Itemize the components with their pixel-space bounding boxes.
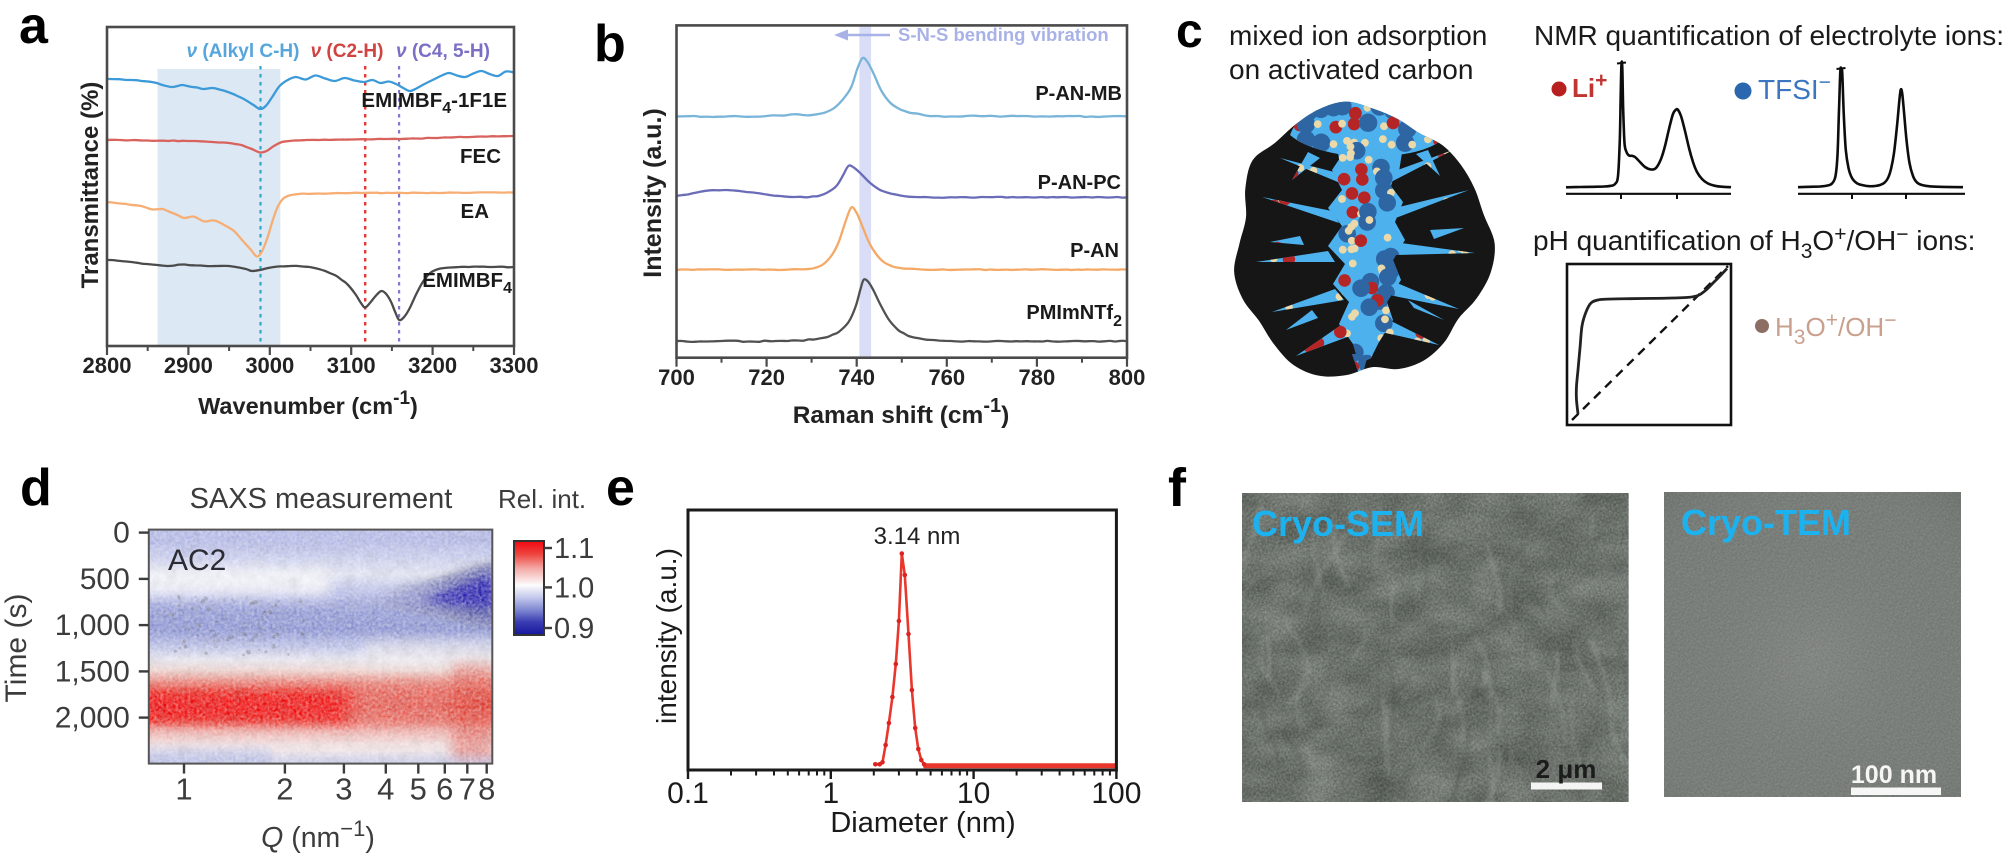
svg-text:3200: 3200: [408, 353, 457, 378]
svg-text:a: a: [19, 0, 49, 55]
svg-text:Cryo-TEM: Cryo-TEM: [1681, 502, 1851, 543]
svg-text:f: f: [1168, 458, 1187, 518]
svg-text:2900: 2900: [164, 353, 213, 378]
svg-text:intensity (a.u.): intensity (a.u.): [651, 548, 682, 724]
svg-text:Time (s): Time (s): [0, 594, 33, 703]
svg-text:0: 0: [113, 517, 130, 550]
svg-text:Rel. int.: Rel. int.: [498, 484, 586, 514]
svg-text:1: 1: [822, 777, 839, 810]
svg-text:Intensity (a.u.): Intensity (a.u.): [639, 108, 667, 277]
svg-text:740: 740: [838, 365, 875, 390]
svg-text:e: e: [606, 459, 635, 517]
svg-text:P-AN-PC: P-AN-PC: [1038, 172, 1121, 194]
svg-text:500: 500: [80, 563, 130, 596]
svg-text:on activated carbon: on activated carbon: [1229, 54, 1473, 85]
svg-text:2 μm: 2 μm: [1536, 754, 1597, 784]
svg-text:1.0: 1.0: [554, 572, 594, 604]
svg-text:P-AN: P-AN: [1070, 240, 1119, 262]
svg-text:720: 720: [748, 365, 785, 390]
svg-text:Diameter (nm): Diameter (nm): [830, 807, 1015, 839]
svg-text:7: 7: [459, 772, 476, 807]
svg-text:ν (C2-H): ν (C2-H): [311, 41, 384, 62]
svg-text:SAXS measurement: SAXS measurement: [190, 483, 453, 515]
svg-text:1.1: 1.1: [554, 533, 594, 565]
svg-text:c: c: [1176, 5, 1203, 58]
svg-text:100: 100: [1091, 777, 1141, 810]
svg-text:NMR quantification of electrol: NMR quantification of electrolyte ions:: [1534, 20, 2004, 51]
svg-text:Cryo-SEM: Cryo-SEM: [1252, 503, 1424, 544]
svg-text:3100: 3100: [327, 353, 376, 378]
svg-text:6: 6: [436, 772, 453, 807]
svg-text:3000: 3000: [245, 353, 294, 378]
svg-text:5: 5: [410, 772, 427, 807]
svg-text:b: b: [594, 15, 626, 73]
svg-text:ν (Alkyl C-H): ν (Alkyl C-H): [187, 41, 300, 62]
svg-text:S-N-S bending vibration: S-N-S bending vibration: [898, 24, 1109, 45]
svg-text:800: 800: [1109, 365, 1146, 390]
svg-text:1,500: 1,500: [55, 655, 130, 688]
svg-text:Wavenumber (cm-1): Wavenumber (cm-1): [198, 388, 418, 419]
svg-text:P-AN-MB: P-AN-MB: [1035, 83, 1122, 105]
svg-text:700: 700: [658, 365, 695, 390]
svg-text:0.1: 0.1: [667, 777, 709, 810]
svg-text:FEC: FEC: [460, 145, 501, 168]
svg-text:2800: 2800: [83, 353, 132, 378]
svg-text:mixed ion adsorption: mixed ion adsorption: [1229, 20, 1487, 51]
svg-text:780: 780: [1019, 365, 1056, 390]
svg-text:2,000: 2,000: [55, 702, 130, 735]
svg-text:760: 760: [928, 365, 965, 390]
svg-text:Transmittance (%): Transmittance (%): [77, 82, 104, 289]
svg-text:d: d: [20, 459, 52, 517]
svg-text:4: 4: [377, 772, 394, 807]
svg-text:EA: EA: [461, 200, 490, 223]
svg-text:100 nm: 100 nm: [1851, 761, 1937, 789]
svg-text:0.9: 0.9: [554, 613, 594, 645]
svg-text:1,000: 1,000: [55, 609, 130, 642]
svg-text:10: 10: [957, 777, 990, 810]
svg-text:3: 3: [335, 772, 352, 807]
svg-text:3.14 nm: 3.14 nm: [874, 523, 961, 550]
svg-text:ν (C4, 5-H): ν (C4, 5-H): [396, 41, 490, 62]
svg-text:1: 1: [175, 772, 192, 807]
svg-text:2: 2: [276, 772, 293, 807]
svg-text:AC2: AC2: [168, 544, 226, 577]
svg-text:3300: 3300: [490, 353, 539, 378]
svg-text:8: 8: [478, 772, 495, 807]
